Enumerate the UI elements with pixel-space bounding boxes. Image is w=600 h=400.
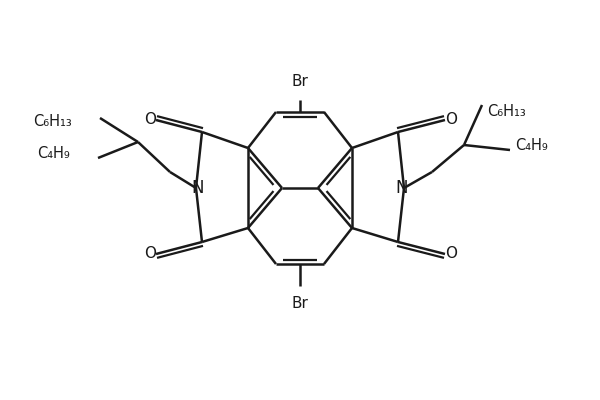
Text: Br: Br [292, 74, 308, 90]
Text: O: O [445, 112, 457, 128]
Text: N: N [192, 179, 204, 197]
Text: C₄H₉: C₄H₉ [37, 146, 70, 162]
Text: N: N [396, 179, 408, 197]
Text: O: O [144, 246, 156, 262]
Text: C₆H₁₃: C₆H₁₃ [487, 104, 526, 118]
Text: O: O [144, 112, 156, 128]
Text: C₆H₁₃: C₆H₁₃ [33, 114, 72, 130]
Text: Br: Br [292, 296, 308, 312]
Text: C₄H₉: C₄H₉ [515, 138, 548, 154]
Text: O: O [445, 246, 457, 262]
